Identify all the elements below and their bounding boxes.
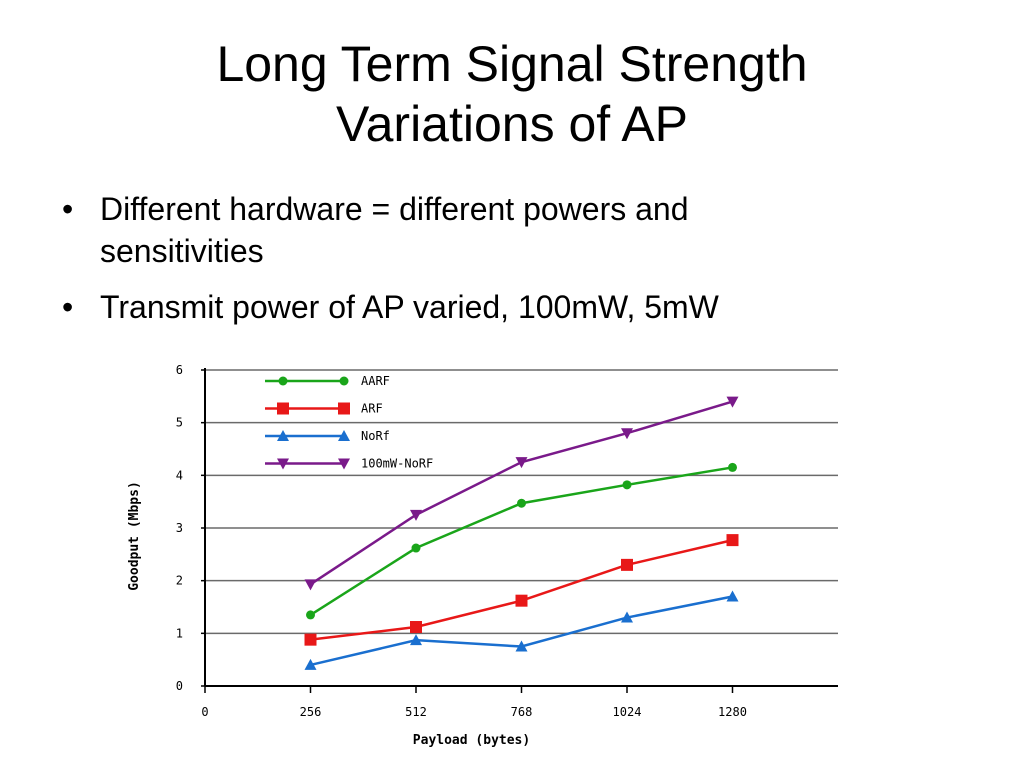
- data-point: [410, 634, 422, 646]
- data-point: [621, 611, 633, 623]
- goodput-chart: 0 1 2 3 4 5 6 0 256 512 768 1024 1280 Payload (bytes)…: [110, 352, 870, 760]
- y-tick-label: 6: [176, 363, 183, 377]
- x-tick-label: 1280: [718, 705, 747, 719]
- x-tick-label: 768: [511, 705, 533, 719]
- slide-title-line-2: Variations of AP: [335, 96, 689, 152]
- data-point: [515, 594, 528, 607]
- legend-marker: [339, 376, 349, 386]
- bullet-dot-icon: •: [62, 191, 74, 227]
- x-tick-label: 1024: [613, 705, 642, 719]
- goodput-chart-svg: 0 1 2 3 4 5 6 0 256 512 768 1024 1280 Payload (bytes)…: [127, 363, 838, 748]
- y-tick-label: 3: [176, 521, 183, 535]
- data-point: [304, 579, 317, 591]
- series-line: [310, 595, 733, 667]
- data-point: [304, 633, 317, 646]
- data-point: [726, 590, 739, 602]
- bullet-item: • Transmit power of AP varied, 100mW, 5m…: [62, 286, 962, 328]
- y-tick-label: 5: [176, 416, 183, 430]
- legend-label: AARF: [361, 374, 390, 388]
- bullet-text-line: sensitivities: [100, 233, 264, 269]
- bullet-text-line: Different hardware = different powers an…: [100, 191, 689, 227]
- legend-label: NoRf: [361, 429, 390, 443]
- bullet-item: • Different hardware = different powers …: [62, 188, 962, 272]
- data-point: [517, 498, 526, 508]
- slide-title-line-1: Long Term Signal Strength: [216, 36, 808, 92]
- data-point: [621, 558, 633, 571]
- y-tick-label: 0: [176, 679, 183, 693]
- legend-marker: [338, 430, 350, 441]
- bullet-list: • Different hardware = different powers …: [62, 188, 962, 342]
- y-axis-title: Goodput (Mbps): [127, 481, 142, 591]
- legend-label: 100mW-NoRF: [361, 457, 433, 471]
- data-point: [621, 428, 633, 440]
- data-point: [515, 457, 528, 469]
- y-tick-label: 2: [176, 574, 183, 588]
- legend-marker: [277, 430, 289, 441]
- x-tick-label: 256: [300, 705, 322, 719]
- series-line: [310, 538, 733, 641]
- data-point: [728, 462, 737, 472]
- x-tick-label: 0: [201, 705, 208, 719]
- data-point: [304, 658, 317, 670]
- y-tick-label: 4: [176, 468, 183, 482]
- data-point: [622, 480, 632, 490]
- slide-title: Long Term Signal Strength Variations of …: [0, 34, 1024, 154]
- x-axis-title: Payload (bytes): [413, 733, 530, 748]
- legend-label: ARF: [361, 402, 383, 416]
- legend-marker: [277, 402, 289, 415]
- legend-marker: [338, 458, 350, 470]
- legend-marker: [277, 458, 289, 470]
- bullet-text-line: Transmit power of AP varied, 100mW, 5mW: [100, 289, 719, 325]
- data-point: [411, 543, 421, 553]
- data-point: [726, 396, 739, 408]
- y-tick-label: 1: [176, 626, 183, 640]
- data-point: [410, 509, 422, 521]
- legend-marker: [338, 402, 350, 415]
- bullet-dot-icon: •: [62, 289, 74, 325]
- data-point: [726, 534, 739, 547]
- data-point: [515, 640, 528, 652]
- x-tick-label: 512: [405, 705, 427, 719]
- legend-marker: [278, 376, 288, 386]
- data-point: [306, 610, 315, 620]
- data-point: [410, 621, 422, 634]
